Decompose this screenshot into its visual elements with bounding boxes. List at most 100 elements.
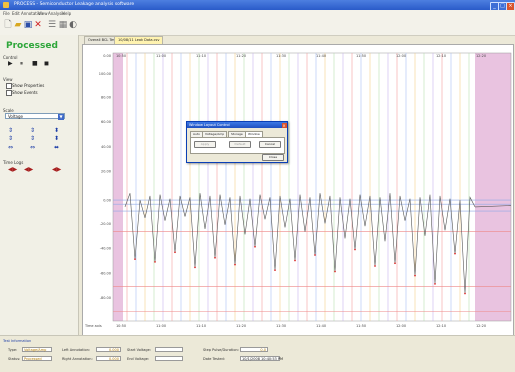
- dialog-title: Window Layout Control: [187, 122, 287, 128]
- chevron-down-icon: ▼: [58, 114, 64, 120]
- data-point-marker: [194, 266, 196, 269]
- scale-select-value: Voltage: [8, 114, 24, 119]
- left-annotation-value: 0.000: [96, 347, 121, 352]
- show-events-label: Show Events: [12, 90, 38, 95]
- signal-trace: [124, 193, 476, 294]
- dialog-close-button[interactable]: Close: [262, 154, 284, 161]
- y-tick-label: 20.00: [101, 170, 111, 174]
- menu-edit[interactable]: Edit: [12, 11, 20, 16]
- time-logs-section-title: Time Logs: [3, 160, 24, 165]
- menu-annotation[interactable]: Annotation: [21, 11, 43, 16]
- new-file-icon[interactable]: 🗋: [4, 20, 12, 30]
- y-tick-label: -40.00: [100, 247, 111, 251]
- y-tick-label: 0.00: [103, 199, 111, 203]
- top-x-tick-label: 11:30: [276, 54, 286, 58]
- data-point-marker: [434, 282, 436, 285]
- x-tick-label: 11:00: [156, 324, 166, 328]
- save-icon[interactable]: ▣: [23, 20, 33, 30]
- x-axis-label: Time axis: [84, 324, 102, 328]
- status-field-label: Status:: [8, 357, 21, 361]
- right-annotation-value: 0.000: [96, 356, 121, 361]
- left-shaded-region: [113, 53, 123, 321]
- open-folder-icon[interactable]: ▰: [14, 20, 22, 30]
- data-point-marker: [234, 263, 236, 266]
- right-annotation-label: Right Annotation:: [62, 357, 93, 361]
- leakage-chart[interactable]: 0.00 100.00 80.00 60.00 40.00 20.00 0.00 -20.00…: [83, 45, 513, 335]
- play-icon[interactable]: ▶: [8, 60, 13, 67]
- data-point-marker: [214, 256, 216, 259]
- fit-vertical-icon[interactable]: ⬍: [54, 127, 60, 134]
- time-log-left-icon[interactable]: ◀▶: [8, 166, 18, 173]
- scale-select[interactable]: Voltage ▼: [5, 113, 65, 120]
- y-tick-label: 80.00: [101, 95, 111, 99]
- reset-vertical-icon[interactable]: ⬍: [54, 135, 60, 142]
- x-tick-label: 10:50: [116, 324, 126, 328]
- time-log-right-icon[interactable]: ◀▶: [52, 166, 62, 173]
- list-icon[interactable]: ☰: [47, 20, 57, 30]
- y-tick-label: 60.00: [101, 120, 111, 124]
- top-x-tick-label: 11:10: [196, 54, 206, 58]
- data-point-marker: [174, 251, 176, 254]
- control-section-title: Control: [3, 55, 18, 60]
- status-label: Processed: [6, 41, 58, 51]
- stop-icon[interactable]: ■: [32, 60, 38, 67]
- type-label: Type:: [8, 348, 18, 352]
- step-pulse-value: 0.0: [240, 347, 268, 352]
- show-events-checkbox[interactable]: [6, 90, 12, 96]
- left-panel: Processed Control ▶ ⏸ ■ ◼ View Show Prop…: [0, 35, 79, 335]
- menu-view[interactable]: View: [38, 11, 48, 16]
- pause-icon[interactable]: ⏸: [20, 60, 24, 67]
- grid-icon[interactable]: ▦: [58, 20, 68, 30]
- settings-icon[interactable]: ◐: [69, 20, 77, 30]
- title-bar: PROCESS - Semiconductor Leakage analysis…: [0, 0, 515, 11]
- data-point-marker: [454, 252, 456, 255]
- test-info-title: Test Information: [3, 339, 32, 343]
- menu-bar: File Edit Annotation View Analysis Help: [0, 10, 515, 17]
- y-tick-label: -20.00: [100, 222, 111, 226]
- data-point-marker: [294, 259, 296, 262]
- y-tick-label: -60.00: [100, 271, 111, 275]
- menu-analysis[interactable]: Analysis: [48, 11, 65, 16]
- zoom-in-horizontal-icon[interactable]: ⇔: [8, 144, 14, 151]
- data-point-marker: [374, 265, 376, 267]
- y-tick-label: 100.00: [99, 72, 111, 76]
- dialog-apply-button[interactable]: Apply: [194, 141, 216, 148]
- delete-icon[interactable]: ✕: [34, 20, 42, 30]
- menu-help[interactable]: Help: [62, 11, 72, 16]
- dialog-default-button[interactable]: Default: [229, 141, 251, 148]
- y-tick-label: 0.00: [103, 54, 111, 58]
- end-voltage-label: End Voltage:: [127, 357, 150, 361]
- show-properties-checkbox[interactable]: [6, 83, 12, 89]
- top-x-tick-label: 12:10: [436, 54, 446, 58]
- x-tick-label: 11:20: [236, 324, 246, 328]
- zoom-in-vertical-icon[interactable]: ⇕: [8, 127, 14, 134]
- zoom-out-vertical-icon[interactable]: ⇕: [30, 127, 36, 134]
- scroll-down-icon[interactable]: ⇕: [30, 135, 36, 142]
- dialog-body: Apply Default Cancel: [190, 137, 285, 154]
- x-tick-label: 11:30: [276, 324, 286, 328]
- right-shaded-region: [475, 53, 511, 321]
- type-value: Voltage/Amp: [22, 347, 52, 352]
- left-annotation-label: Left Annotation:: [62, 348, 91, 352]
- time-log-mid-icon[interactable]: ◀▶: [24, 166, 34, 173]
- zoom-out-horizontal-icon[interactable]: ⇔: [30, 144, 36, 151]
- record-icon[interactable]: ◼: [44, 60, 49, 67]
- scroll-up-icon[interactable]: ⇕: [8, 135, 14, 142]
- dialog-close-icon[interactable]: ×: [281, 122, 287, 128]
- date-tested-label: Date Tested:: [203, 357, 225, 361]
- status-value: Processed: [22, 356, 52, 361]
- dialog-cancel-button[interactable]: Cancel: [259, 141, 281, 148]
- start-voltage-label: Start Voltage:: [127, 348, 151, 352]
- data-point-marker: [414, 274, 416, 277]
- step-pulse-label: Step Pulse/Duration:: [203, 348, 239, 352]
- data-point-marker: [354, 248, 356, 251]
- y-tick-label: -80.00: [100, 296, 111, 300]
- fit-horizontal-icon[interactable]: ⬌: [54, 144, 60, 151]
- y-tick-label: 40.00: [101, 145, 111, 149]
- show-properties-label: Show Properties: [12, 83, 45, 88]
- x-tick-label: 12:20: [476, 324, 486, 328]
- menu-file[interactable]: File: [3, 11, 10, 16]
- top-x-tick-label: 10:50: [116, 54, 126, 58]
- layout-dialog[interactable]: Window Layout Control × Auto Voltage/Amp…: [186, 121, 288, 163]
- chart-area[interactable]: 0.00 100.00 80.00 60.00 40.00 20.00 0.00 -20.00…: [82, 44, 514, 336]
